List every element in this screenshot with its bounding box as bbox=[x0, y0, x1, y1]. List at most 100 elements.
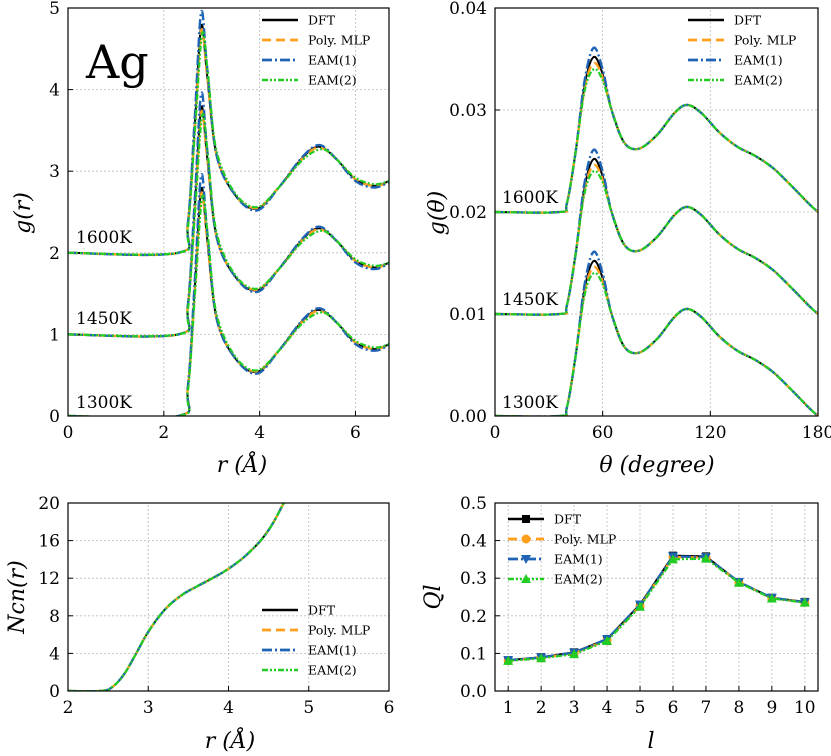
ncn-ytick-label: 4 bbox=[49, 644, 60, 664]
ql-point-EAM2 bbox=[569, 649, 580, 659]
gr-frame bbox=[67, 7, 390, 417]
ql-line-PolyMLP bbox=[508, 555, 805, 662]
temp-label-1300-gr: 1300K bbox=[76, 393, 132, 413]
ncn-ytick-label: 8 bbox=[49, 607, 60, 627]
gr-xlabel: r (Å) bbox=[217, 450, 268, 478]
ql-legend-marker bbox=[522, 515, 530, 523]
gt-ytick-label: 0.03 bbox=[449, 101, 487, 121]
ncn-curve-EAM2 bbox=[68, 503, 285, 691]
ql-point-EAM2 bbox=[536, 653, 547, 663]
ncn-frame bbox=[67, 502, 390, 692]
ncn-xtick-label: 4 bbox=[223, 698, 234, 718]
ql-legend-label: DFT bbox=[554, 512, 582, 527]
gt-curve-1300K-EAM1 bbox=[495, 250, 818, 416]
gr-curve-1600K-EAM1 bbox=[68, 9, 389, 257]
temp-label-1600-gr: 1600K bbox=[76, 228, 132, 248]
ncn-curve-PolyMLP bbox=[68, 503, 286, 691]
ql-ytick-label: 0.0 bbox=[460, 682, 487, 702]
gr-ytick-label: 5 bbox=[49, 0, 60, 19]
temp-label-1600-gt: 1600K bbox=[502, 188, 558, 208]
ql-point-EAM2 bbox=[700, 553, 711, 563]
ncn-xtick-label: 5 bbox=[303, 698, 314, 718]
ncn-xlabel: r (Å) bbox=[205, 726, 256, 754]
ncn-ytick-label: 20 bbox=[38, 494, 60, 514]
ql-xtick-label: 3 bbox=[569, 698, 580, 718]
gt-curve-1450K-EAM2 bbox=[495, 169, 818, 316]
gt-curve-1600K-EAM2 bbox=[495, 67, 818, 214]
gr-curve-1450K-EAM1 bbox=[68, 91, 389, 338]
ql-point-EAM2 bbox=[667, 554, 678, 564]
ql-ytick-label: 0.5 bbox=[460, 494, 487, 514]
gr-curve-1450K-DFT bbox=[68, 105, 389, 338]
ql-xtick-label: 2 bbox=[536, 698, 547, 718]
gt-xtick-label: 180 bbox=[802, 423, 831, 443]
ql-xtick-label: 5 bbox=[635, 698, 646, 718]
gr-ytick-label: 4 bbox=[49, 81, 60, 101]
gr-xtick-label: 4 bbox=[254, 423, 265, 443]
ncn-xtick-label: 3 bbox=[143, 698, 154, 718]
ncn-legend-label: Poly. MLP bbox=[308, 623, 370, 638]
gt-ytick-label: 0.00 bbox=[449, 407, 487, 427]
ql-point-EAM2 bbox=[799, 597, 810, 607]
gr-xtick-label: 2 bbox=[158, 423, 169, 443]
gt-curve-1300K-EAM2 bbox=[495, 271, 818, 416]
gt-xtick-label: 60 bbox=[592, 423, 614, 443]
ncn-ytick-label: 12 bbox=[38, 569, 60, 589]
gr-curve-1450K-EAM2 bbox=[68, 112, 389, 338]
gr-legend-label: DFT bbox=[308, 13, 336, 28]
gt-legend-label: EAM(2) bbox=[734, 73, 783, 88]
ql-ytick-label: 0.2 bbox=[460, 607, 487, 627]
gr-legend-label: Poly. MLP bbox=[308, 33, 370, 48]
ql-xtick-label: 6 bbox=[668, 698, 679, 718]
gt-xtick-label: 0 bbox=[490, 423, 501, 443]
gr-curve-1300K-EAM1 bbox=[68, 172, 389, 416]
gt-legend-label: EAM(1) bbox=[734, 53, 783, 68]
ql-legend-label: EAM(2) bbox=[554, 572, 603, 587]
ncn-legend-label: EAM(1) bbox=[308, 643, 357, 658]
ql-legend-label: Poly. MLP bbox=[554, 532, 616, 547]
gr-ytick-label: 2 bbox=[49, 244, 60, 264]
ql-point-EAM2 bbox=[766, 593, 777, 603]
ql-line-EAM2 bbox=[508, 557, 805, 662]
gt-ylabel: g(θ) bbox=[425, 191, 450, 236]
gt-frame bbox=[494, 7, 819, 417]
panel-gtheta: 0 60 120 180 0.00 0.01 0.02 0.03 0.04 DFT Poly. ML… bbox=[449, 0, 831, 443]
gr-ytick-label: 1 bbox=[49, 325, 60, 345]
gr-xtick-label: 0 bbox=[63, 423, 74, 443]
ql-point-EAM2 bbox=[503, 655, 514, 665]
gr-curve-1300K-EAM2 bbox=[68, 194, 389, 416]
gr-ytick-label: 0 bbox=[49, 407, 60, 427]
gt-xlabel: θ (degree) bbox=[599, 453, 714, 478]
gt-ytick-label: 0.01 bbox=[449, 305, 487, 325]
ql-point-EAM2 bbox=[733, 577, 744, 587]
gt-legend-label: Poly. MLP bbox=[734, 33, 796, 48]
ql-xtick-label: 10 bbox=[794, 698, 816, 718]
panel-ql: 1 2 3 4 5 6 7 8 9 10 0.0 0.1 0.2 0.3 0.4 0.5 DFT Poly. ML… bbox=[460, 494, 819, 718]
ncn-curve-DFT bbox=[68, 503, 285, 691]
panel-gr: 0 2 4 6 0 1 2 3 4 5 DFT Poly. MLP EAM(1) EAM(2) bbox=[49, 0, 390, 443]
element-label: Ag bbox=[85, 35, 149, 89]
ncn-legend-label: EAM(2) bbox=[308, 663, 357, 678]
ql-line-DFT bbox=[508, 554, 805, 662]
temp-label-1450-gt: 1450K bbox=[502, 290, 558, 310]
ql-line-EAM1 bbox=[508, 555, 805, 662]
panel-ncn: 2 3 4 5 6 0 4 8 12 16 20 DFT Poly. MLP EAM(1) EAM(2) bbox=[38, 494, 394, 718]
gt-xtick-label: 120 bbox=[694, 423, 726, 443]
gt-ytick-label: 0.04 bbox=[449, 0, 487, 19]
ql-ytick-label: 0.3 bbox=[460, 569, 487, 589]
gr-legend-label: EAM(1) bbox=[308, 53, 357, 68]
ncn-curve-EAM1 bbox=[68, 503, 286, 691]
gr-ytick-label: 3 bbox=[49, 162, 60, 182]
gt-ytick-label: 0.02 bbox=[449, 203, 487, 223]
ql-xtick-label: 7 bbox=[701, 698, 712, 718]
ql-legend-marker bbox=[521, 555, 531, 564]
ql-ytick-label: 0.4 bbox=[460, 532, 487, 552]
ql-ylabel: Ql bbox=[421, 584, 446, 609]
ql-xtick-label: 4 bbox=[602, 698, 613, 718]
temp-label-1450-gr: 1450K bbox=[76, 309, 132, 329]
ql-point-EAM2 bbox=[635, 601, 646, 611]
ql-xtick-label: 8 bbox=[733, 698, 744, 718]
gr-curve-1300K-DFT bbox=[68, 186, 389, 416]
ql-xlabel: l bbox=[647, 729, 654, 754]
